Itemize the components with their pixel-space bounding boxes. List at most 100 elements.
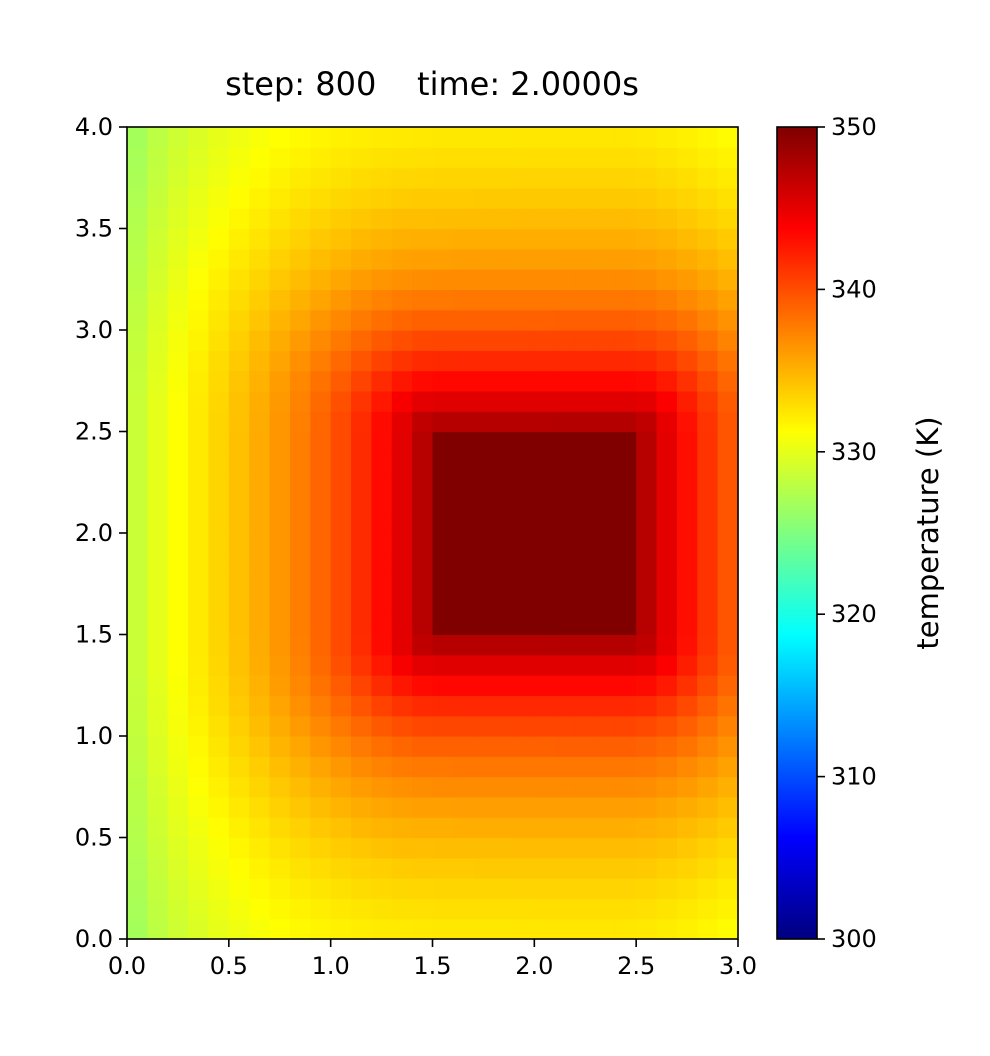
heatmap-cell [391,553,413,575]
heatmap-cell [595,390,617,412]
heatmap-cell [188,390,210,412]
heatmap-cell [351,837,372,859]
heatmap-cell [249,837,271,859]
heatmap-cell [697,127,719,148]
heatmap-cell [371,390,393,412]
heatmap-cell [636,127,658,148]
heatmap-cell [697,228,719,250]
heatmap-cell [289,837,311,859]
heatmap-cell [208,289,230,311]
heatmap-cell [371,593,393,615]
heatmap-cell [513,573,535,595]
heatmap-cell [513,593,535,615]
colorbar-tick-label: 350 [831,113,877,141]
heatmap-cell [188,614,210,636]
heatmap-cell [493,695,515,717]
heatmap-cell [310,878,332,899]
heatmap-cell [656,533,678,554]
heatmap-cell [228,857,250,879]
heatmap-cell [717,857,739,879]
heatmap-cell [208,248,230,270]
heatmap-cell [127,390,148,412]
heatmap-cell [188,228,210,250]
heatmap-cell [473,167,495,189]
heatmap-cell [289,451,311,473]
heatmap-cell [188,715,210,737]
heatmap-cell [167,147,189,169]
heatmap-cell [391,614,413,636]
heatmap-cell [412,857,434,879]
heatmap-cell [310,756,332,778]
heatmap-cell [412,593,434,615]
heatmap-cell [412,269,434,290]
heatmap-cell [289,817,311,839]
heatmap-cell [432,330,454,351]
heatmap-cell [717,330,739,351]
heatmap-cell [656,390,678,412]
heatmap-cell [167,370,189,392]
heatmap-cell [513,330,535,351]
heatmap-cell [188,269,210,290]
heatmap-cell [310,573,332,595]
heatmap-cell [432,248,454,270]
heatmap-cell [371,147,393,169]
heatmap-cell [452,654,474,676]
heatmap-cell [595,289,617,311]
heatmap-cell [656,228,678,250]
heatmap-cell [615,593,637,615]
heatmap-cell [228,614,250,636]
heatmap-cell [371,918,393,940]
heatmap-cell [697,654,719,676]
heatmap-cell [371,512,393,534]
heatmap-cell [452,390,474,412]
heatmap-cell [697,269,719,290]
heatmap-cell [595,512,617,534]
heatmap-cell [432,492,454,514]
heatmap-cell [228,715,250,737]
heatmap-cell [412,187,434,209]
heatmap-cell [493,918,515,940]
heatmap-cell [127,492,148,514]
heatmap-cell [513,817,535,839]
heatmap-cell [371,776,393,798]
heatmap-cell [697,898,719,920]
heatmap-cell [452,492,474,514]
heatmap-cell [554,350,576,372]
heatmap-cell [249,431,271,453]
heatmap-cell [249,654,271,676]
heatmap-cell [351,228,372,250]
heatmap-cell [697,492,719,514]
heatmap-cell [493,817,515,839]
heatmap-cell [575,147,597,169]
heatmap-cell [391,776,413,798]
heatmap-cell [717,533,739,554]
heatmap-cell [391,898,413,920]
heatmap-cell [391,756,413,778]
heatmap-cell [330,492,352,514]
colorbar-gradient [776,126,818,940]
heatmap-cell [208,127,230,148]
heatmap-cell [595,167,617,189]
heatmap-cell [412,776,434,798]
heatmap-cell [554,695,576,717]
heatmap-cell [167,472,189,493]
heatmap-cell [615,330,637,351]
heatmap-cell [534,208,556,230]
heatmap-cell [391,918,413,940]
heatmap-cell [391,309,413,331]
heatmap-cell [188,127,210,148]
heatmap-cell [330,898,352,920]
heatmap-cell [575,167,597,189]
heatmap-cell [167,817,189,839]
heatmap-cell [289,472,311,493]
heatmap-cell [147,228,169,250]
heatmap-cell [554,614,576,636]
heatmap-cell [432,756,454,778]
heatmap-cell [127,553,148,575]
heatmap-cell [147,878,169,899]
heatmap-cell [717,451,739,473]
heatmap-cell [513,553,535,575]
heatmap-cell [575,492,597,514]
heatmap-cell [228,898,250,920]
heatmap-cell [228,330,250,351]
